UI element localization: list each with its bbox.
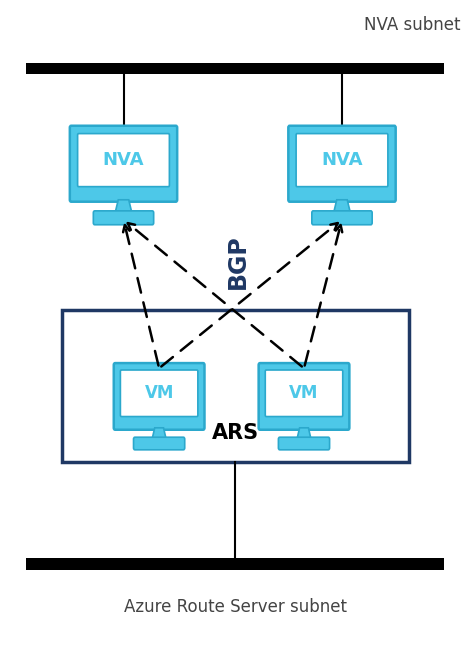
Text: NVA: NVA bbox=[321, 151, 363, 169]
FancyBboxPatch shape bbox=[62, 310, 408, 462]
Polygon shape bbox=[152, 428, 166, 439]
FancyBboxPatch shape bbox=[114, 363, 204, 430]
Text: NVA subnet: NVA subnet bbox=[364, 16, 461, 34]
FancyBboxPatch shape bbox=[312, 211, 372, 225]
Text: VM: VM bbox=[289, 384, 319, 402]
Text: ARS: ARS bbox=[211, 423, 259, 443]
FancyBboxPatch shape bbox=[93, 211, 153, 225]
FancyBboxPatch shape bbox=[258, 363, 350, 430]
FancyBboxPatch shape bbox=[278, 437, 330, 450]
FancyBboxPatch shape bbox=[133, 437, 185, 450]
Text: Azure Route Server subnet: Azure Route Server subnet bbox=[124, 598, 347, 616]
FancyBboxPatch shape bbox=[70, 126, 177, 202]
Text: VM: VM bbox=[144, 384, 174, 402]
Bar bbox=[26, 558, 444, 570]
Polygon shape bbox=[333, 200, 351, 213]
Bar bbox=[26, 63, 444, 74]
Text: NVA: NVA bbox=[103, 151, 144, 169]
FancyBboxPatch shape bbox=[265, 370, 343, 417]
FancyBboxPatch shape bbox=[77, 134, 170, 187]
Polygon shape bbox=[115, 200, 132, 213]
Polygon shape bbox=[297, 428, 311, 439]
FancyBboxPatch shape bbox=[120, 370, 198, 417]
FancyBboxPatch shape bbox=[296, 134, 388, 187]
FancyBboxPatch shape bbox=[288, 126, 396, 202]
Text: BGP: BGP bbox=[226, 234, 249, 289]
